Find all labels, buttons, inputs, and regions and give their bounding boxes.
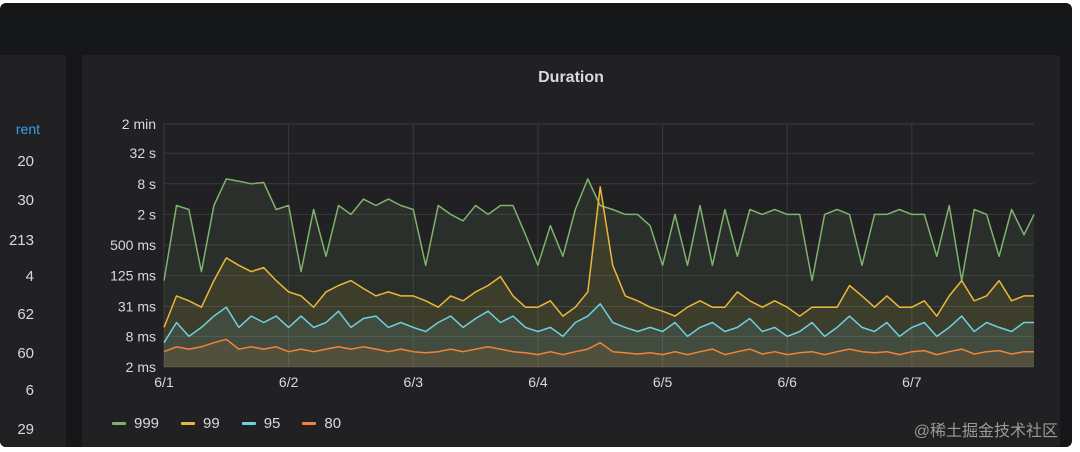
left-value-row: 29 — [17, 421, 34, 438]
legend-label: 999 — [134, 415, 160, 432]
duration-chart: 2 min 32 s 8 s 2 s 500 ms 125 ms 31 ms 8 ms 2 ms… — [110, 116, 1035, 390]
left-value-row: 4 — [25, 268, 34, 285]
x-tick-label: 6/1 — [154, 374, 174, 390]
y-tick-label: 2 s — [137, 206, 156, 222]
dashboard-screen: rent 20 30 213 4 62 60 6 29 Duration 2 min 32 s 8… — [0, 3, 1072, 447]
left-column-header: rent — [15, 121, 40, 137]
legend: 999 99 95 80 — [112, 415, 363, 432]
legend-label: 99 — [203, 415, 220, 432]
y-tick-label: 125 ms — [110, 268, 156, 284]
series-line-80 — [163, 338, 1034, 356]
legend-item-95[interactable]: 95 — [241, 415, 281, 432]
left-value-row: 62 — [17, 306, 34, 323]
series-line-99 — [163, 186, 1034, 328]
left-value-row: 30 — [17, 192, 34, 209]
left-value-row: 20 — [17, 153, 34, 170]
legend-item-80[interactable]: 80 — [302, 415, 341, 432]
y-tick-label: 8 ms — [126, 328, 156, 344]
legend-label: 80 — [324, 415, 342, 432]
left-value-row: 60 — [17, 345, 34, 362]
watermark: @稀土掘金技术社区 — [913, 423, 1058, 440]
series-area-999 — [164, 178, 1034, 367]
left-value-row: 6 — [25, 382, 34, 399]
y-tick-label: 31 ms — [118, 298, 156, 314]
left-value-row: 213 — [8, 232, 34, 249]
duration-panel: Duration 2 min 32 s 8 s 2 s 500 ms 125 ms 31 m… — [82, 55, 1060, 447]
x-tick-label: 6/5 — [653, 374, 673, 390]
y-tick-label: 500 ms — [110, 237, 156, 253]
x-tick-label: 6/3 — [404, 374, 424, 390]
legend-swatch — [241, 422, 256, 425]
legend-swatch — [302, 422, 317, 425]
series-line-95 — [163, 303, 1034, 344]
y-tick-label: 32 s — [130, 145, 156, 161]
series-area-95 — [164, 303, 1034, 367]
y-tick-label: 2 ms — [126, 359, 156, 375]
series-line-999 — [163, 178, 1035, 282]
legend-item-99[interactable]: 99 — [181, 415, 220, 432]
y-tick-label: 8 s — [137, 176, 156, 192]
panel-title[interactable]: Duration — [538, 69, 604, 86]
series-area-80 — [164, 339, 1034, 367]
x-tick-label: 6/2 — [279, 374, 299, 390]
legend-item-999[interactable]: 999 — [112, 415, 159, 432]
legend-label: 95 — [263, 415, 281, 432]
y-tick-label: 2 min — [122, 116, 156, 132]
legend-swatch — [112, 422, 126, 425]
left-panel — [0, 55, 66, 447]
x-tick-label: 6/6 — [777, 374, 797, 390]
legend-swatch — [181, 422, 196, 425]
x-tick-label: 6/7 — [902, 374, 922, 390]
x-tick-label: 6/4 — [528, 374, 548, 390]
